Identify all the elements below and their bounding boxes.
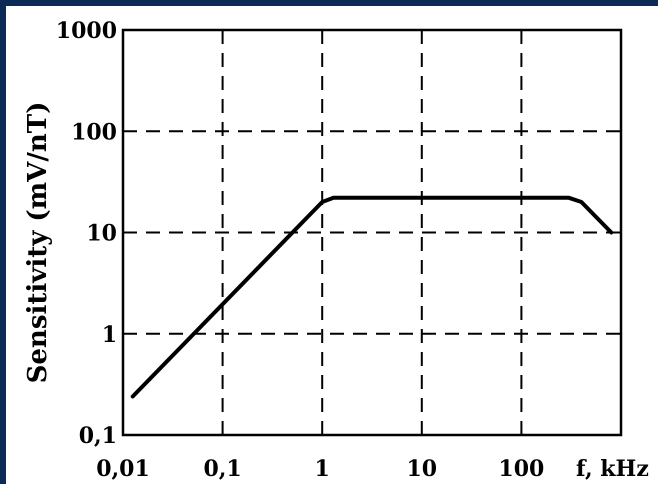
x-axis-ticks: 0,01 0,1 1 10 100 — [96, 456, 544, 482]
x-tick-label: 0,01 — [96, 456, 150, 482]
series-layer — [130, 195, 614, 399]
y-tick-label: 0,1 — [79, 423, 117, 449]
x-tick-label: 0,1 — [203, 456, 241, 482]
y-tick-label: 10 — [86, 221, 117, 247]
x-tick-label: 100 — [498, 456, 544, 482]
y-tick-label: 1000 — [56, 18, 117, 44]
sensitivity-chart: 0,1 1 10 100 1000 0,01 0,1 1 10 100 Sensitivity … — [23, 18, 649, 482]
x-tick-label: 1 — [315, 456, 330, 482]
plot-border — [121, 28, 623, 437]
y-axis-title: Sensitivity (mV/nT) — [23, 102, 53, 384]
x-tick-label: 10 — [406, 456, 437, 482]
chart-frame: 0,1 1 10 100 1000 0,01 0,1 1 10 100 Sensitivity … — [6, 6, 658, 484]
x-axis-title: f, kHz — [576, 456, 649, 482]
grid-lines — [123, 30, 621, 435]
y-axis-ticks: 0,1 1 10 100 1000 — [56, 18, 117, 449]
y-tick-label: 100 — [71, 119, 117, 145]
series-line-0 — [130, 195, 614, 399]
y-tick-label: 1 — [102, 322, 117, 348]
